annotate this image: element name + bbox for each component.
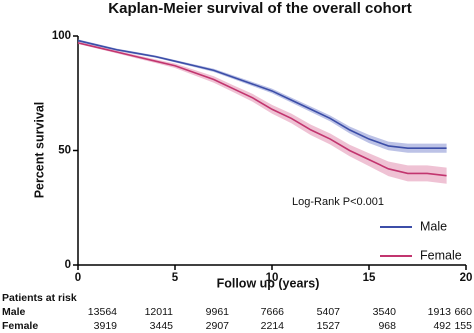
- x-tick-label: 10: [266, 272, 279, 284]
- risk-value: 1527: [317, 320, 341, 332]
- survival-line: [77, 42, 447, 177]
- survival-line: [77, 39, 447, 150]
- risk-value: 492: [433, 320, 451, 332]
- y-tick-label: 50: [58, 145, 71, 157]
- annotation: Log-Rank P<0.001: [292, 196, 384, 208]
- x-tick-label: 0: [75, 272, 81, 284]
- risk-value: 5407: [317, 306, 341, 318]
- legend-label: Male: [420, 219, 447, 233]
- risk-row-label: Male: [2, 306, 26, 318]
- y-axis-label: Percent survival: [32, 102, 46, 199]
- risk-value: 2214: [261, 320, 285, 332]
- risk-value: 13564: [88, 306, 117, 318]
- risk-value: 1913: [428, 306, 452, 318]
- y-tick-label: 0: [65, 259, 71, 271]
- x-tick-label: 15: [363, 272, 376, 284]
- risk-row-label: Female: [2, 320, 38, 332]
- risk-value: 155: [454, 320, 472, 332]
- y-tick-label: 100: [52, 30, 71, 42]
- x-tick-label: 5: [172, 272, 179, 284]
- risk-value: 660: [454, 306, 472, 318]
- risk-table-title: Patients at risk: [2, 292, 77, 304]
- risk-value: 2907: [206, 320, 230, 332]
- risk-value: 968: [378, 320, 396, 332]
- risk-value: 3919: [94, 320, 118, 332]
- x-tick-label: 20: [460, 272, 473, 284]
- legend-label: Female: [420, 248, 462, 262]
- risk-value: 9961: [206, 306, 230, 318]
- chart-title: Kaplan-Meier survival of the overall coh…: [108, 0, 411, 17]
- risk-value: 3445: [150, 320, 174, 332]
- x-axis-label: Follow up (years): [217, 276, 320, 290]
- risk-value: 12011: [145, 306, 174, 318]
- risk-value: 3540: [373, 306, 397, 318]
- risk-value: 7666: [261, 306, 285, 318]
- confidence-band: [78, 41, 447, 184]
